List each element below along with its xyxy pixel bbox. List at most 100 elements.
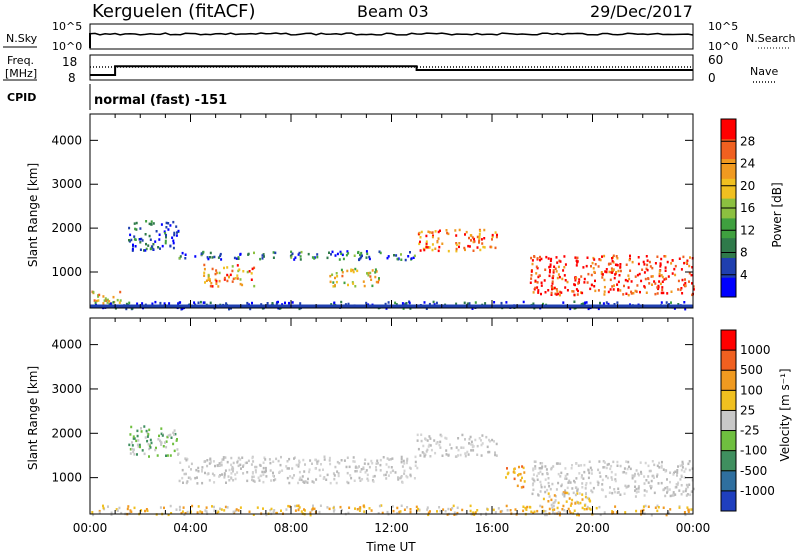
- velocity-echo-cell: [603, 466, 606, 469]
- velocity-echo-cell: [664, 470, 667, 473]
- velocity-echo-cell: [181, 476, 184, 480]
- velocity-echo-cell: [400, 460, 403, 464]
- velocity-echo-cell: [300, 478, 303, 482]
- velocity-echo-cell: [453, 513, 456, 516]
- velocity-echo-cell: [562, 504, 565, 508]
- velocity-echo-cell: [471, 443, 474, 447]
- power-echo-cell: [674, 264, 677, 268]
- power-echo-cell: [574, 279, 577, 282]
- velocity-echo-cell: [425, 450, 428, 453]
- velocity-echo-cell: [559, 475, 562, 478]
- velocity-echo-cell: [680, 468, 683, 472]
- velocity-echo-cell: [303, 508, 305, 511]
- velocity-echo-cell: [319, 474, 322, 477]
- velocity-echo-cell: [473, 513, 476, 516]
- velocity-echo-cell: [291, 476, 294, 480]
- velocity-echo-cell: [656, 473, 659, 476]
- power-echo-cell: [603, 285, 606, 289]
- velocity-echo-cell: [640, 472, 643, 475]
- power-echo-cell: [660, 291, 663, 295]
- power-echo-cell: [658, 274, 661, 278]
- velocity-echo-cell: [627, 484, 630, 488]
- velocity-echo-cell: [591, 490, 594, 494]
- velocity-echo-cell: [550, 466, 553, 470]
- power-echo-cell: [371, 269, 374, 272]
- power-echo-cell: [204, 281, 206, 284]
- velocity-echo-cell: [195, 468, 198, 472]
- power-echo-cell: [214, 278, 217, 282]
- power-echo-cell: [599, 258, 602, 262]
- velocity-echo-cell: [581, 493, 584, 496]
- velocity-echo-cell: [340, 459, 343, 462]
- power-echo-cell: [336, 275, 339, 278]
- velocity-echo-cell: [92, 513, 95, 517]
- power-echo-cell: [98, 293, 101, 297]
- velocity-echo-cell: [542, 509, 545, 513]
- velocity-echo-cell: [683, 476, 686, 479]
- velocity-echo-cell: [146, 439, 149, 443]
- power-echo-cell: [635, 290, 638, 293]
- power-echo-cell: [366, 252, 369, 256]
- power-echo-cell: [641, 268, 644, 271]
- power-echo-cell: [532, 291, 535, 294]
- velocity-echo-cell: [191, 504, 194, 508]
- velocity-echo-cell: [423, 452, 425, 455]
- power-echo-cell: [671, 272, 674, 275]
- power-echo-cell: [530, 256, 533, 260]
- velocity-echo-cell: [597, 468, 600, 472]
- velocity-echo-cell: [370, 509, 373, 512]
- velocity-echo-cell: [461, 433, 464, 437]
- velocity-echo-cell: [590, 472, 593, 475]
- velocity-echo-cell: [209, 460, 212, 463]
- power-echo-cell: [298, 251, 301, 255]
- power-echo-cell: [199, 300, 202, 304]
- power-echo-cell: [203, 274, 206, 277]
- power-echo-cell: [402, 307, 405, 310]
- velocity-echo-cell: [213, 474, 216, 477]
- velocity-echo-cell: [563, 509, 566, 512]
- power-echo-cell: [646, 268, 649, 272]
- velocity-echo-cell: [457, 454, 459, 457]
- velocity-echo-cell: [611, 478, 614, 481]
- colorbar-tick-label: 20: [740, 179, 755, 193]
- power-echo-cell: [351, 268, 354, 272]
- power-echo-cell: [573, 293, 576, 297]
- power-echo-cell: [472, 240, 475, 244]
- velocity-echo-cell: [571, 498, 574, 502]
- velocity-echo-cell: [637, 490, 640, 493]
- power-echo-cell: [592, 256, 595, 260]
- power-echo-cell: [425, 245, 428, 249]
- velocity-echo-cell: [576, 489, 579, 492]
- power-echo-cell: [197, 301, 200, 304]
- velocity-echo-cell: [196, 476, 198, 479]
- power-echo-cell: [246, 301, 249, 305]
- velocity-echo-cell: [588, 499, 591, 502]
- velocity-echo-cell: [494, 451, 496, 454]
- velocity-echo-cell: [566, 491, 569, 495]
- power-echo-cell: [685, 261, 688, 264]
- date-title: 29/Dec/2017: [590, 2, 693, 21]
- velocity-echo-cell: [539, 470, 542, 474]
- velocity-echo-cell: [539, 504, 542, 508]
- velocity-echo-cell: [379, 469, 382, 472]
- velocity-echo-cell: [353, 479, 356, 482]
- velocity-echo-cell: [370, 459, 373, 463]
- freq-label-line1: Freq.: [7, 54, 34, 67]
- velocity-echo-cell: [624, 484, 627, 488]
- power-echo-cell: [616, 301, 619, 304]
- power-echo-cell: [634, 289, 637, 293]
- velocity-echo-cell: [130, 425, 133, 429]
- velocity-echo-cell: [486, 508, 489, 511]
- power-echo-cell: [119, 299, 122, 302]
- power-echo-cell: [535, 265, 538, 268]
- power-echo-cell: [172, 246, 175, 250]
- power-echo-cell: [670, 301, 672, 304]
- velocity-echo-cell: [645, 479, 648, 482]
- power-echo-cell: [290, 250, 293, 254]
- velocity-echo-cell: [513, 468, 516, 471]
- power-echo-cell: [551, 280, 554, 283]
- velocity-echo-cell: [570, 502, 573, 505]
- velocity-echo-cell: [129, 433, 132, 436]
- power-echo-cell: [481, 242, 484, 245]
- power-echo-cell: [228, 275, 230, 278]
